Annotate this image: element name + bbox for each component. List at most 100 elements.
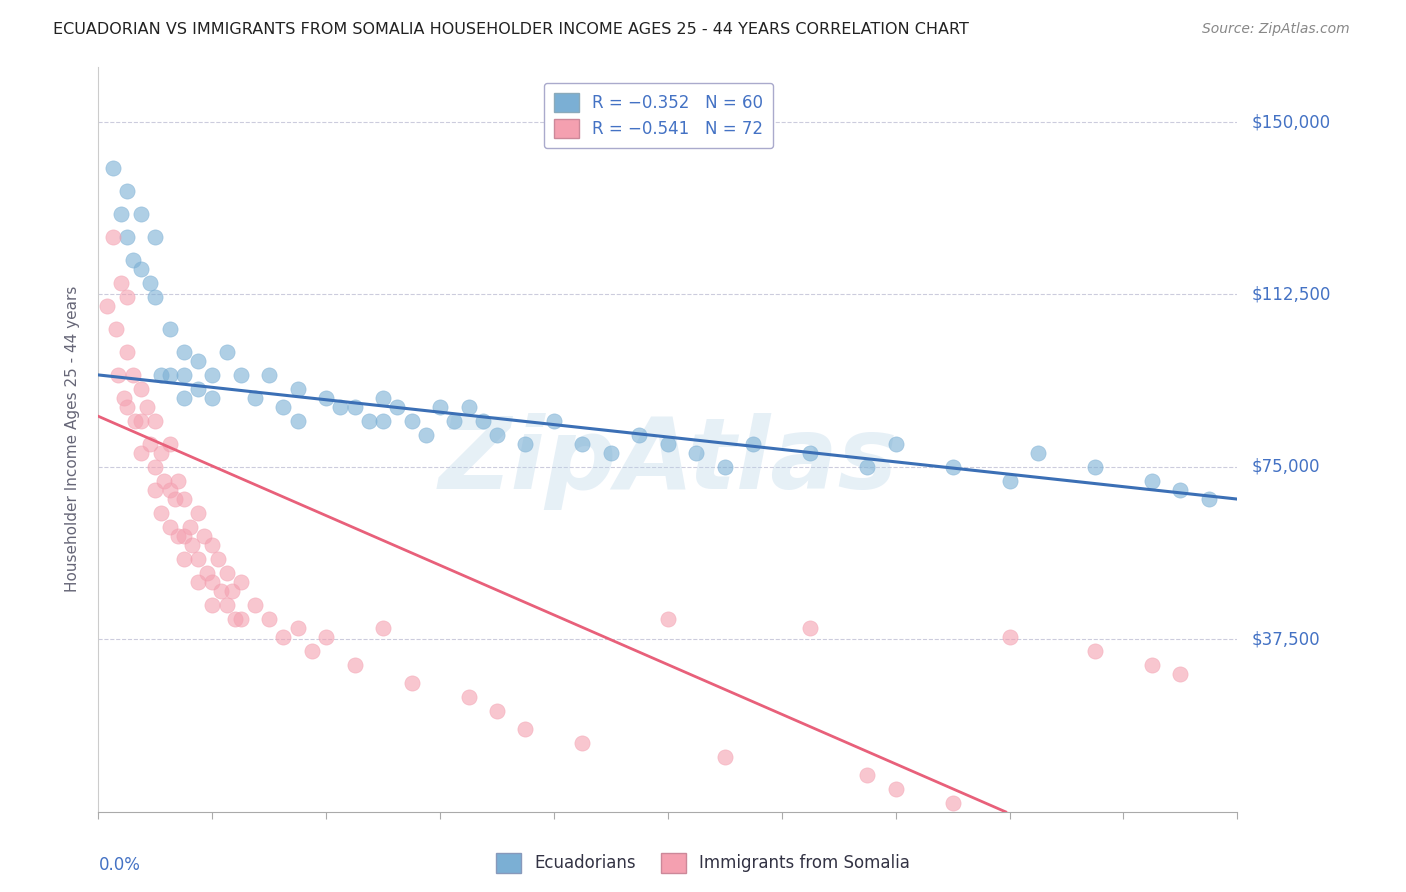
Point [96, 299, 118, 313]
Point [343, 657, 366, 672]
Point [121, 368, 143, 382]
Point [243, 598, 266, 612]
Text: $37,500: $37,500 [1251, 631, 1320, 648]
Point [159, 437, 181, 451]
Point [173, 529, 195, 543]
Point [145, 230, 167, 244]
Point [515, 722, 537, 736]
Point [145, 290, 167, 304]
Point [150, 446, 173, 460]
Point [181, 538, 204, 552]
Point [1198, 492, 1220, 507]
Point [401, 676, 423, 690]
Point [221, 584, 243, 599]
Point [115, 290, 138, 304]
Point [138, 437, 160, 451]
Point [179, 519, 201, 533]
Point [201, 368, 224, 382]
Point [799, 446, 821, 460]
Point [153, 474, 176, 488]
Point [942, 459, 965, 474]
Point [107, 368, 129, 382]
Point [301, 644, 323, 658]
Point [884, 781, 907, 796]
Point [187, 382, 209, 396]
Point [129, 382, 152, 396]
Text: $150,000: $150,000 [1251, 113, 1330, 131]
Point [856, 459, 879, 474]
Point [173, 552, 195, 566]
Point [150, 368, 173, 382]
Point [571, 437, 593, 451]
Point [115, 184, 138, 198]
Point [129, 446, 152, 460]
Point [1140, 657, 1163, 672]
Point [1170, 666, 1192, 681]
Point [357, 414, 380, 428]
Point [685, 446, 707, 460]
Point [167, 474, 190, 488]
Point [173, 492, 195, 507]
Point [224, 612, 246, 626]
Point [129, 207, 152, 221]
Point [486, 427, 509, 442]
Y-axis label: Householder Income Ages 25 - 44 years: Householder Income Ages 25 - 44 years [65, 286, 80, 592]
Point [209, 584, 232, 599]
Point [124, 414, 146, 428]
Point [571, 736, 593, 750]
Point [471, 414, 494, 428]
Point [129, 262, 152, 277]
Point [799, 621, 821, 635]
Point [229, 368, 252, 382]
Point [165, 492, 187, 507]
Point [343, 400, 366, 414]
Point [287, 621, 309, 635]
Point [457, 690, 479, 704]
Point [187, 354, 209, 368]
Point [543, 414, 565, 428]
Point [159, 322, 181, 336]
Text: ZipAtlas: ZipAtlas [439, 413, 897, 510]
Legend: Ecuadorians, Immigrants from Somalia: Ecuadorians, Immigrants from Somalia [489, 847, 917, 880]
Point [942, 796, 965, 810]
Point [101, 161, 124, 175]
Point [229, 574, 252, 589]
Point [273, 400, 295, 414]
Text: Source: ZipAtlas.com: Source: ZipAtlas.com [1202, 22, 1350, 37]
Point [273, 630, 295, 644]
Point [145, 459, 167, 474]
Point [159, 368, 181, 382]
Point [1026, 446, 1049, 460]
Point [628, 427, 651, 442]
Point [201, 538, 224, 552]
Point [486, 704, 509, 718]
Point [115, 400, 138, 414]
Point [315, 630, 337, 644]
Point [115, 230, 138, 244]
Point [187, 552, 209, 566]
Point [159, 483, 181, 497]
Point [101, 230, 124, 244]
Point [457, 400, 479, 414]
Point [195, 566, 218, 580]
Point [714, 749, 737, 764]
Point [110, 276, 132, 290]
Point [1170, 483, 1192, 497]
Point [373, 414, 395, 428]
Point [387, 400, 409, 414]
Point [104, 322, 127, 336]
Point [287, 414, 309, 428]
Point [600, 446, 623, 460]
Point [884, 437, 907, 451]
Point [998, 630, 1021, 644]
Point [657, 437, 679, 451]
Point [515, 437, 537, 451]
Point [187, 506, 209, 520]
Point [429, 400, 451, 414]
Point [115, 345, 138, 359]
Point [229, 612, 252, 626]
Text: $112,500: $112,500 [1251, 285, 1330, 303]
Point [187, 574, 209, 589]
Point [215, 345, 238, 359]
Point [129, 414, 152, 428]
